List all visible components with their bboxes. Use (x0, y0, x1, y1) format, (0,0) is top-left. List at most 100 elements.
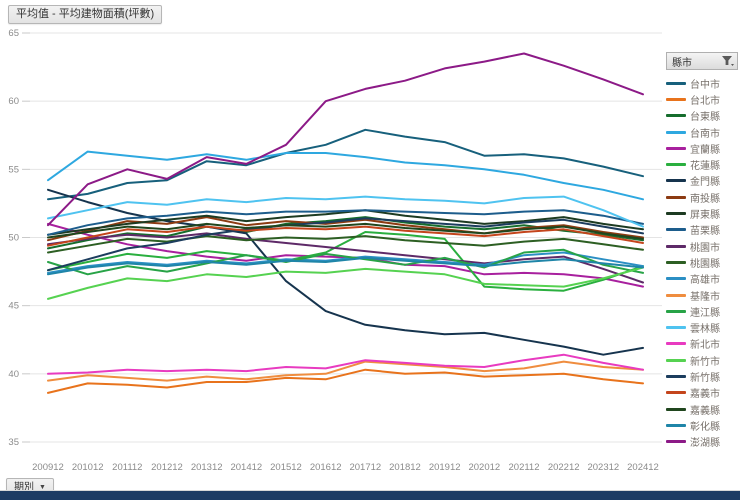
x-axis-label: 201612 (310, 462, 342, 473)
y-axis-label: 40 (8, 369, 19, 380)
legend-swatch (666, 391, 686, 395)
legend-item-彰化縣[interactable]: 彰化縣 (666, 417, 738, 433)
x-axis-label: 200912 (32, 462, 64, 473)
legend-item-台東縣[interactable]: 台東縣 (666, 108, 738, 124)
series-line-嘉義縣[interactable] (47, 222, 644, 240)
legend-label: 新竹縣 (690, 372, 720, 384)
legend-panel: 縣市 台中市台北市台東縣 台南市宜蘭縣花蓮縣金門縣南投縣屏東縣 苗栗縣桃園市 桃園縣高… (666, 52, 738, 450)
x-axis-label: 201412 (230, 462, 262, 473)
legend-label: 金門縣 (690, 177, 720, 189)
legend-swatch (666, 179, 686, 183)
legend-header[interactable]: 縣市 (666, 52, 738, 70)
legend-item-屏東縣[interactable]: 屏東縣 (666, 205, 738, 221)
legend-label: 南投縣 (690, 193, 720, 205)
chevron-down-icon: ▼ (39, 484, 46, 491)
legend-item-新竹市[interactable]: 新竹市 (666, 352, 738, 368)
y-axis-label: 60 (8, 96, 19, 107)
legend-item-雲林縣[interactable]: 雲林縣 (666, 319, 738, 335)
series-line-新竹縣[interactable] (47, 217, 644, 272)
series-line-花蓮縣[interactable] (47, 231, 644, 292)
series-line-金門縣[interactable] (47, 188, 644, 356)
legend-swatch (666, 114, 686, 118)
legend-swatch (666, 244, 686, 248)
y-axis-label: 35 (8, 437, 19, 448)
legend-item-宜蘭縣[interactable]: 宜蘭縣 (666, 140, 738, 156)
series-line-雲林縣[interactable] (47, 195, 644, 228)
legend-item-花蓮縣[interactable]: 花蓮縣 (666, 156, 738, 172)
legend-label: 新北市 (690, 340, 720, 352)
legend-swatch (666, 163, 686, 167)
legend-label: 彰化縣 (690, 421, 720, 433)
legend-title: 縣市 (672, 57, 692, 69)
legend-item-金門縣[interactable]: 金門縣 (666, 173, 738, 189)
legend-swatch (666, 374, 686, 378)
legend-swatch (666, 423, 686, 427)
legend-label: 基隆市 (690, 291, 720, 303)
legend-item-澎湖縣[interactable]: 澎湖縣 (666, 434, 738, 450)
series-line-新北市[interactable] (47, 353, 644, 375)
legend-item-嘉義市[interactable]: 嘉義市 (666, 385, 738, 401)
legend-swatch (666, 358, 686, 362)
legend-item-苗栗縣[interactable]: 苗栗縣 (666, 222, 738, 238)
x-axis-label: 202012 (468, 462, 500, 473)
legend-item-桃園縣[interactable]: 桃園縣 (666, 254, 738, 270)
legend-item-新北市[interactable]: 新北市 (666, 336, 738, 352)
legend-item-嘉義縣[interactable]: 嘉義縣 (666, 401, 738, 417)
series-line-屏東縣[interactable] (47, 209, 644, 236)
legend-label: 屏東縣 (690, 210, 720, 222)
x-axis-label: 201012 (72, 462, 104, 473)
series-line-嘉義市[interactable] (47, 225, 644, 247)
legend-swatch (666, 97, 686, 101)
chart-title-pill[interactable]: 平均值 - 平均建物面積(坪數) (8, 5, 163, 24)
series-line-台南市[interactable] (47, 150, 644, 201)
series-line-桃園縣[interactable] (47, 235, 644, 254)
x-axis-label: 202212 (548, 462, 580, 473)
x-axis-label: 201212 (151, 462, 183, 473)
divider (0, 490, 740, 491)
legend-swatch (666, 342, 686, 346)
legend-swatch (666, 146, 686, 150)
legend-swatch (666, 81, 686, 85)
legend-label: 桃園市 (690, 242, 720, 254)
series-line-桃園市[interactable] (47, 232, 644, 284)
legend-swatch (666, 228, 686, 232)
legend-item-高雄市[interactable]: 高雄市 (666, 271, 738, 287)
line-chart: 35 40 45 50 55 60 65 200912 201012 201112 201212 20… (8, 28, 662, 473)
legend-label: 宜蘭縣 (690, 144, 720, 156)
y-axis-label: 45 (8, 301, 19, 312)
legend-swatch (666, 195, 686, 199)
legend-swatch (666, 407, 686, 411)
legend-item-台南市[interactable]: 台南市 (666, 124, 738, 140)
series-line-彰化縣[interactable] (47, 256, 644, 276)
bottom-scrollbar[interactable] (0, 491, 740, 500)
legend-item-桃園市[interactable]: 桃園市 (666, 238, 738, 254)
legend-item-台北市[interactable]: 台北市 (666, 91, 738, 107)
series-line-台北市[interactable] (47, 368, 644, 394)
legend-item-基隆市[interactable]: 基隆市 (666, 287, 738, 303)
series-line-高雄市[interactable] (47, 251, 644, 274)
legend-label: 新竹市 (690, 356, 720, 368)
series-line-苗栗縣[interactable] (47, 209, 644, 236)
series-line-基隆市[interactable] (47, 360, 644, 382)
funnel-icon[interactable] (721, 55, 734, 67)
x-axis-label: 201912 (429, 462, 461, 473)
legend-item-新竹縣[interactable]: 新竹縣 (666, 368, 738, 384)
series-line-台中市[interactable] (47, 128, 644, 201)
series-line-新竹市[interactable] (47, 266, 644, 300)
legend-item-南投縣[interactable]: 南投縣 (666, 189, 738, 205)
x-axis-label: 201712 (349, 462, 381, 473)
legend-item-連江縣[interactable]: 連江縣 (666, 303, 738, 319)
legend-label: 台東縣 (690, 112, 720, 124)
y-axis-label: 55 (8, 164, 19, 175)
legend-item-台中市[interactable]: 台中市 (666, 75, 738, 91)
legend-swatch (666, 326, 686, 330)
legend-swatch (666, 260, 686, 264)
legend-label: 花蓮縣 (690, 161, 720, 173)
legend-label: 連江縣 (690, 307, 720, 319)
series-line-連江縣[interactable] (47, 248, 644, 276)
series-line-澎湖縣[interactable] (47, 52, 644, 227)
legend-swatch (666, 277, 686, 281)
legend-swatch (666, 130, 686, 134)
x-axis-label: 202112 (509, 462, 540, 473)
legend-label: 台北市 (690, 95, 720, 107)
